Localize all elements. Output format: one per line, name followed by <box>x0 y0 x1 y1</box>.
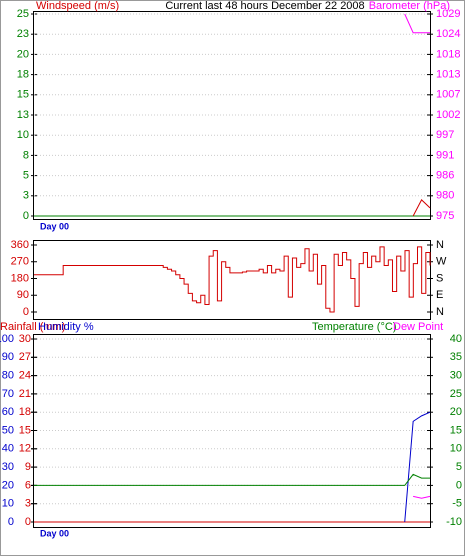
tick-label: 35 <box>450 351 462 363</box>
axis-label: Rainfall (mm) <box>0 321 65 333</box>
tick-label: 18 <box>17 69 29 81</box>
tick-label: 0 <box>25 516 31 528</box>
panel-frame <box>33 240 431 320</box>
tick-label: 9 <box>25 461 31 473</box>
tick-label: 27 <box>19 351 31 363</box>
tick-label: 270 <box>11 256 29 268</box>
tick-label: 1029 <box>436 8 460 20</box>
tick-label: 90 <box>17 289 29 301</box>
series-line <box>34 246 431 313</box>
tick-label: 30 <box>2 461 14 473</box>
tick-label: 991 <box>436 149 454 161</box>
tick-label: 986 <box>436 170 454 182</box>
axis-label: Barometer (hPa) <box>369 0 450 12</box>
tick-label: 3 <box>25 498 31 510</box>
tick-label: 1007 <box>436 89 460 101</box>
tick-label: 1024 <box>436 28 460 40</box>
tick-label: 0 <box>8 516 14 528</box>
series-line <box>413 495 431 499</box>
tick-label: 15 <box>450 424 462 436</box>
day-label: Day 00 <box>40 221 69 231</box>
tick-label: W <box>436 256 447 268</box>
tick-label: 5 <box>23 170 29 182</box>
axis-label: Windspeed (m/s) <box>36 0 119 12</box>
axis-label: Temperature (°C) <box>312 321 396 333</box>
tick-label: 0 <box>23 210 29 222</box>
tick-label: 30 <box>450 370 462 382</box>
tick-label: 1002 <box>436 109 460 121</box>
tick-label: 25 <box>450 388 462 400</box>
tick-label: N <box>436 239 444 251</box>
tick-label: E <box>436 289 443 301</box>
tick-label: 100 <box>0 333 14 345</box>
tick-label: 997 <box>436 129 454 141</box>
tick-label: 360 <box>11 239 29 251</box>
tick-label: 80 <box>2 370 14 382</box>
chart-title: Current last 48 hours December 22 2008 <box>165 0 364 12</box>
tick-label: 60 <box>2 406 14 418</box>
tick-label: 12 <box>19 443 31 455</box>
tick-label: 70 <box>2 388 14 400</box>
tick-label: 1018 <box>436 48 460 60</box>
tick-label: 13 <box>17 109 29 121</box>
tick-label: -5 <box>452 498 462 510</box>
tick-label: 18 <box>19 406 31 418</box>
tick-label: 90 <box>2 351 14 363</box>
tick-label: 0 <box>23 306 29 318</box>
tick-label: 15 <box>19 424 31 436</box>
tick-label: 6 <box>25 479 31 491</box>
tick-label: 8 <box>23 149 29 161</box>
tick-label: 23 <box>17 28 29 40</box>
axis-label: Dew Point <box>393 321 443 333</box>
series-line <box>34 473 430 486</box>
tick-label: 20 <box>17 48 29 60</box>
series-line <box>412 199 431 217</box>
tick-label: 20 <box>450 406 462 418</box>
tick-label: 24 <box>19 370 31 382</box>
tick-label: 40 <box>2 443 14 455</box>
tick-label: -10 <box>446 516 462 528</box>
tick-label: 5 <box>456 461 462 473</box>
tick-label: 10 <box>17 129 29 141</box>
axis-label: Humidity % <box>38 321 94 333</box>
tick-label: S <box>436 272 443 284</box>
day-label: Day 00 <box>40 528 69 538</box>
tick-label: N <box>436 306 444 318</box>
tick-label: 20 <box>2 479 14 491</box>
tick-label: 21 <box>19 388 31 400</box>
tick-label: 1013 <box>436 69 460 81</box>
tick-label: 50 <box>2 424 14 436</box>
tick-label: 30 <box>19 333 31 345</box>
tick-label: 180 <box>11 272 29 284</box>
tick-label: 25 <box>17 8 29 20</box>
tick-label: 15 <box>17 89 29 101</box>
series-line <box>404 13 430 34</box>
tick-label: 980 <box>436 190 454 202</box>
series-line <box>404 411 431 523</box>
tick-label: 10 <box>2 498 14 510</box>
tick-label: 975 <box>436 210 454 222</box>
tick-label: 0 <box>456 479 462 491</box>
tick-label: 3 <box>23 190 29 202</box>
tick-label: 10 <box>450 443 462 455</box>
tick-label: 40 <box>450 333 462 345</box>
